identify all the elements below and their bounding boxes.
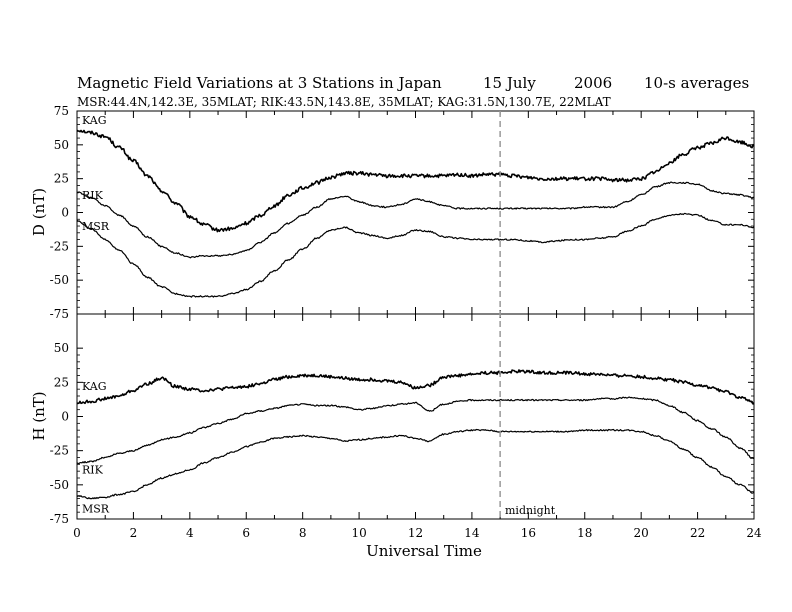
y-tick-label: 0 — [61, 206, 69, 220]
y-tick-label: -50 — [50, 478, 69, 492]
x-tick-label: 2 — [130, 526, 138, 540]
chart-title: Magnetic Field Variations at 3 Stations … — [77, 74, 442, 92]
top-y-axis-label: D (nT) — [30, 188, 48, 236]
series-label-rik: RIK — [82, 464, 104, 477]
x-tick-label: 16 — [521, 526, 536, 540]
series-label-msr: MSR — [82, 220, 110, 233]
x-tick-label: 6 — [242, 526, 250, 540]
series-label-msr: MSR — [82, 503, 110, 516]
top-series — [76, 129, 755, 298]
x-tick-label: 8 — [299, 526, 307, 540]
y-tick-label: 0 — [61, 410, 69, 424]
series-line-kag — [76, 129, 755, 233]
series-line-msr — [76, 428, 755, 500]
averaging-note: 10-s averages — [644, 74, 749, 92]
series-line-rik — [76, 181, 755, 259]
x-ticks: 0 2 4 6 8 10 12 14 16 18 20 22 24 — [73, 526, 762, 540]
bottom-y-ticks: -75 -50 -25 0 25 50 — [50, 314, 755, 526]
top-series-labels: KAG RIK MSR — [82, 114, 110, 233]
bottom-y-axis-label: H (nT) — [30, 391, 48, 440]
stations-line: MSR:44.4N,142.3E, 35MLAT; RIK:43.5N,143.… — [77, 95, 611, 109]
series-line-msr — [76, 212, 755, 298]
chart-header: Magnetic Field Variations at 3 Stations … — [77, 74, 749, 109]
series-line-rik — [76, 396, 755, 465]
x-tick-label: 12 — [408, 526, 423, 540]
x-tick-label: 10 — [351, 526, 366, 540]
bottom-plot-frame — [76, 313, 755, 520]
series-line-kag — [76, 369, 755, 405]
y-tick-label: -75 — [50, 512, 69, 526]
top-y-ticks: -75 -50 -25 0 25 50 75 — [50, 104, 755, 321]
x-tick-label: 20 — [634, 526, 649, 540]
bottom-series-labels: KAG RIK MSR — [82, 380, 110, 516]
y-tick-label: 50 — [54, 138, 69, 152]
x-tick-label: 4 — [186, 526, 194, 540]
y-tick-label: -50 — [50, 273, 69, 287]
y-tick-label: -25 — [50, 444, 69, 458]
date-year: 2006 — [574, 74, 612, 92]
top-plot-frame — [76, 110, 755, 315]
bottom-series — [76, 369, 755, 500]
date-day: 15 July — [483, 74, 536, 92]
y-tick-label: -75 — [50, 307, 69, 321]
y-tick-label: 25 — [54, 375, 69, 389]
x-tick-label: 18 — [577, 526, 592, 540]
x-tick-label: 22 — [690, 526, 705, 540]
y-tick-label: 50 — [54, 341, 69, 355]
x-tick-label: 24 — [746, 526, 762, 540]
midnight-annotation: midnight — [505, 504, 556, 517]
y-tick-label: 75 — [54, 104, 69, 118]
series-label-kag: KAG — [82, 380, 107, 393]
y-tick-label: -25 — [50, 239, 69, 253]
y-tick-label: 25 — [54, 172, 69, 186]
x-tick-label: 0 — [73, 526, 81, 540]
series-label-rik: RIK — [82, 189, 104, 202]
series-label-kag: KAG — [82, 114, 107, 127]
x-tick-label: 14 — [464, 526, 480, 540]
d-component-panel: -75 -50 -25 0 25 50 75 KAG RIK MSR D (nT) — [30, 104, 755, 321]
x-axis-label: Universal Time — [366, 542, 482, 560]
